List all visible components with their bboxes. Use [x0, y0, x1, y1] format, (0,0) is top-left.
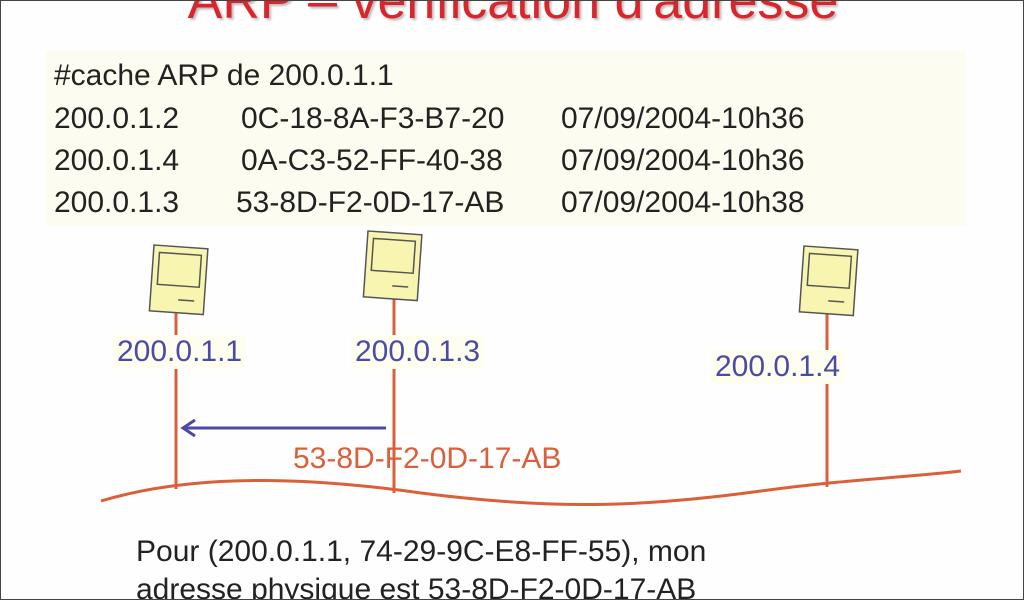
computer-icon — [798, 245, 859, 317]
cache-header: #cache ARP de 200.0.1.1 — [54, 59, 394, 92]
cache-time: 07/09/2004-10h36 — [561, 102, 805, 135]
host-ip-label: 200.0.1.1 — [113, 335, 247, 369]
arp-reply-arrow — [180, 418, 386, 438]
cache-mac: 0C-18-8A-F3-B7-20 — [241, 102, 505, 135]
cache-row: 200.0.1.4 0A-C3-52-FF-40-38 07/09/2004-1… — [54, 144, 954, 180]
host-ip-label: 200.0.1.3 — [351, 335, 485, 369]
cache-row: 200.0.1.2 0C-18-8A-F3-B7-20 07/09/2004-1… — [54, 102, 954, 138]
cache-ip: 200.0.1.4 — [54, 144, 180, 177]
cache-ip: 200.0.1.2 — [54, 102, 180, 135]
cache-time: 07/09/2004-10h38 — [561, 186, 805, 219]
slide-title: ARP – vérification d'adresse — [187, 0, 839, 30]
message-line-2: adresse physique est 53-8D-F2-0D-17-AB — [136, 573, 697, 600]
cache-mac: 53-8D-F2-0D-17-AB — [236, 186, 505, 219]
cache-row: 200.0.1.3 53-8D-F2-0D-17-AB 07/09/2004-1… — [54, 186, 954, 222]
cache-mac: 0A-C3-52-FF-40-38 — [241, 144, 503, 177]
host-ip-label: 200.0.1.4 — [711, 350, 845, 384]
arp-cache-table: #cache ARP de 200.0.1.1 200.0.1.2 0C-18-… — [46, 51, 966, 226]
message-line-1: Pour (200.0.1.1, 74-29-9C-E8-FF-55), mon — [136, 535, 707, 568]
cache-time: 07/09/2004-10h36 — [561, 144, 805, 177]
computer-icon — [148, 244, 209, 316]
reply-mac-label: 53-8D-F2-0D-17-AB — [293, 442, 562, 475]
cache-ip: 200.0.1.3 — [54, 186, 180, 219]
network-cable — [100, 469, 962, 506]
computer-icon — [362, 230, 423, 302]
